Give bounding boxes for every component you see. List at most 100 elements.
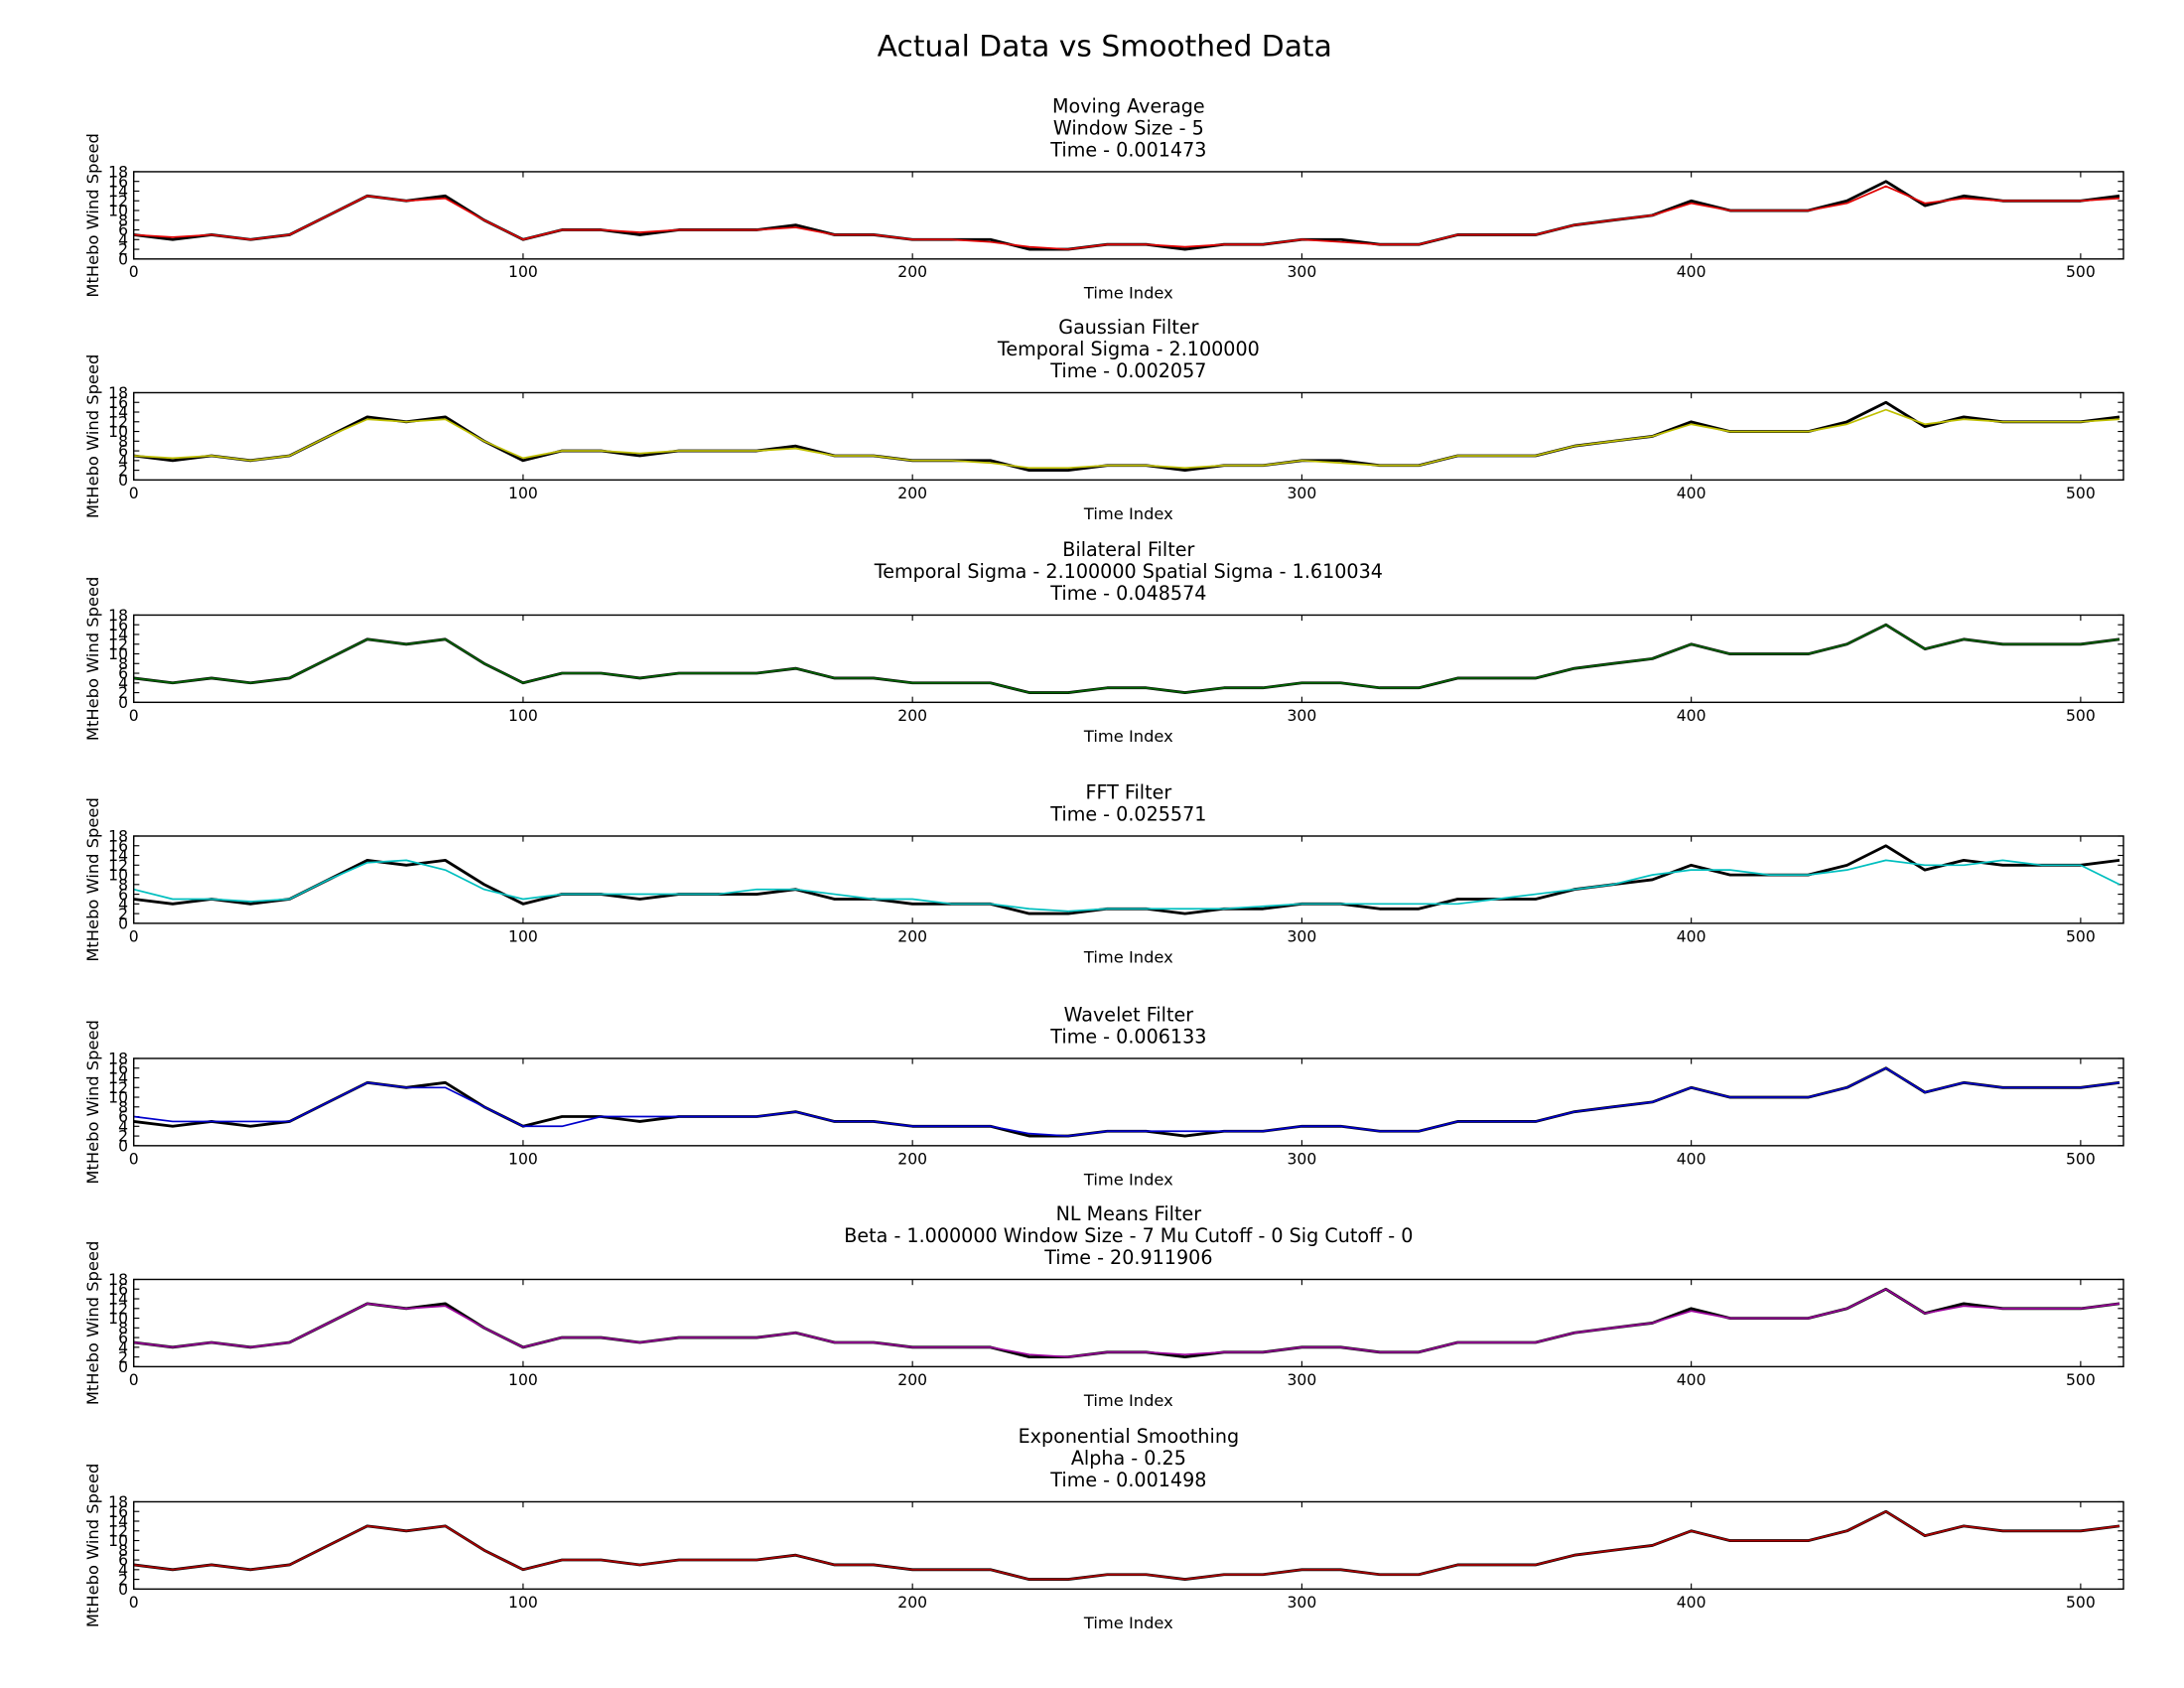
series-line <box>133 844 2120 915</box>
y-tick-label: 6 <box>118 221 128 239</box>
plot-frame <box>132 391 2124 482</box>
y-tick-label: 0 <box>118 250 128 268</box>
x-tick-label: 100 <box>508 1371 538 1389</box>
x-tick-label: 300 <box>1288 1594 1317 1612</box>
y-axis-label: MtHebo Wind Speed <box>83 1241 102 1405</box>
x-tick-label: 100 <box>508 1150 538 1168</box>
y-tick-label: 14 <box>108 183 128 201</box>
x-tick-label: 200 <box>897 485 927 502</box>
series-line <box>133 1066 2120 1138</box>
x-tick-label: 0 <box>129 1150 139 1168</box>
series-line <box>133 400 2120 473</box>
series-line <box>133 624 2120 694</box>
x-tick-label: 100 <box>508 927 538 945</box>
series-line <box>133 408 2120 470</box>
x-tick-label: 300 <box>1288 1371 1317 1389</box>
y-tick-label: 14 <box>108 1513 128 1531</box>
y-tick-label: 14 <box>108 404 128 422</box>
x-tick-label: 100 <box>508 485 538 502</box>
y-tick-label: 4 <box>118 896 128 914</box>
series-line <box>133 1288 2120 1358</box>
y-axis-label: MtHebo Wind Speed <box>83 1020 102 1184</box>
y-tick-label: 6 <box>118 1552 128 1570</box>
plot-frame <box>132 835 2124 924</box>
series-line <box>133 1509 2120 1581</box>
y-tick-label: 10 <box>108 203 128 220</box>
x-axis-label: Time Index <box>1083 1614 1173 1632</box>
x-axis-label: Time Index <box>1083 504 1173 523</box>
y-tick-label: 10 <box>108 645 128 663</box>
y-tick-label: 2 <box>118 906 128 923</box>
subplot-title: Time - 0.002057 <box>1049 359 1206 382</box>
y-tick-label: 8 <box>118 655 128 673</box>
series-line <box>133 1510 2120 1581</box>
y-axis-label: MtHebo Wind Speed <box>83 354 102 518</box>
y-tick-label: 12 <box>108 635 128 653</box>
x-tick-label: 200 <box>897 1594 927 1612</box>
y-tick-label: 6 <box>118 1108 128 1126</box>
x-tick-label: 300 <box>1288 263 1317 281</box>
x-tick-label: 500 <box>2066 1150 2096 1168</box>
subplot-title: Time - 0.001473 <box>1049 138 1206 161</box>
y-tick-label: 14 <box>108 1069 128 1087</box>
x-tick-label: 500 <box>2066 1594 2096 1612</box>
x-tick-label: 0 <box>129 1594 139 1612</box>
y-tick-label: 14 <box>108 1291 128 1309</box>
y-tick-label: 14 <box>108 847 128 865</box>
x-tick-label: 500 <box>2066 927 2096 945</box>
subplot-title: Exponential Smoothing <box>1019 1425 1240 1448</box>
y-axis-label: MtHebo Wind Speed <box>83 577 102 741</box>
x-tick-label: 0 <box>129 485 139 502</box>
x-axis-label: Time Index <box>1083 1171 1173 1190</box>
y-tick-label: 8 <box>118 1320 128 1337</box>
y-tick-label: 10 <box>108 1310 128 1328</box>
x-axis-label: Time Index <box>1083 948 1173 967</box>
x-tick-label: 300 <box>1288 485 1317 502</box>
y-tick-label: 10 <box>108 1532 128 1550</box>
x-tick-label: 100 <box>508 707 538 725</box>
y-tick-label: 0 <box>118 1358 128 1376</box>
subplot-title: Time - 20.911906 <box>1043 1246 1212 1269</box>
x-tick-label: 400 <box>1677 485 1706 502</box>
x-tick-label: 200 <box>897 263 927 281</box>
plot-frame <box>132 614 2124 704</box>
y-tick-label: 4 <box>118 1118 128 1136</box>
y-tick-label: 2 <box>118 1128 128 1146</box>
subplot-title: FFT Filter <box>1085 780 1171 803</box>
x-tick-label: 200 <box>897 927 927 945</box>
series-line <box>133 185 2120 250</box>
y-tick-label: 16 <box>108 1281 128 1299</box>
series-line <box>133 180 2120 251</box>
plot-frame <box>132 1057 2124 1147</box>
y-tick-label: 6 <box>118 886 128 904</box>
x-tick-label: 400 <box>1677 707 1706 725</box>
x-tick-label: 200 <box>897 1371 927 1389</box>
y-tick-label: 16 <box>108 394 128 412</box>
x-axis-label: Time Index <box>1083 284 1173 303</box>
x-tick-label: 0 <box>129 1371 139 1389</box>
series-line <box>133 1066 2120 1137</box>
y-tick-label: 0 <box>118 1581 128 1599</box>
y-tick-label: 18 <box>108 384 128 402</box>
x-tick-label: 400 <box>1677 263 1706 281</box>
x-tick-label: 500 <box>2066 485 2096 502</box>
figure-title: Actual Data vs Smoothed Data <box>878 30 1332 65</box>
x-tick-label: 300 <box>1288 1150 1317 1168</box>
x-tick-label: 500 <box>2066 263 2096 281</box>
y-tick-label: 18 <box>108 828 128 846</box>
y-tick-label: 8 <box>118 433 128 451</box>
y-tick-label: 8 <box>118 1098 128 1116</box>
y-tick-label: 16 <box>108 1503 128 1521</box>
y-tick-label: 18 <box>108 1271 128 1289</box>
y-tick-label: 8 <box>118 211 128 229</box>
y-tick-label: 18 <box>108 1493 128 1511</box>
y-tick-label: 8 <box>118 1542 128 1560</box>
y-tick-label: 4 <box>118 453 128 471</box>
series-line <box>133 1287 2120 1359</box>
x-tick-label: 100 <box>508 263 538 281</box>
y-tick-label: 18 <box>108 607 128 625</box>
y-tick-label: 2 <box>118 1348 128 1366</box>
y-tick-label: 12 <box>108 413 128 431</box>
y-tick-label: 6 <box>118 443 128 461</box>
subplot-title: Alpha - 0.25 <box>1071 1447 1186 1470</box>
